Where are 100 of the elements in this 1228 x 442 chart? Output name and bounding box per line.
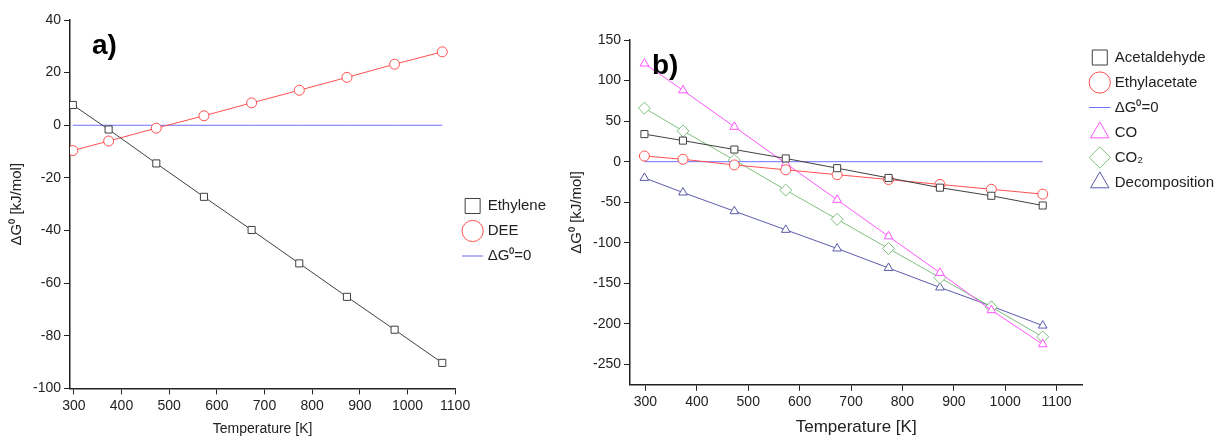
- point: [728, 159, 740, 171]
- y-tick-label: 0: [613, 152, 622, 169]
- point: [639, 58, 650, 67]
- point: [729, 205, 740, 215]
- x-tick-label: 600: [205, 396, 229, 413]
- point: [832, 194, 842, 203]
- point: [1037, 188, 1049, 200]
- point: [986, 304, 997, 314]
- point: [390, 325, 399, 334]
- annotation: b): [652, 48, 679, 80]
- point: [935, 183, 944, 192]
- x-tick-label: 1100: [440, 396, 471, 413]
- point: [781, 154, 790, 163]
- x-tick-label: 1000: [391, 396, 424, 413]
- point: [884, 173, 893, 182]
- y-tick-label: -200: [592, 314, 622, 331]
- x-tick-label: 400: [685, 393, 709, 410]
- point: [935, 267, 945, 276]
- legend-label: Ethylacetate: [1114, 72, 1198, 90]
- point: [779, 183, 793, 197]
- point: [678, 187, 688, 196]
- x-tick-label: 900: [942, 393, 966, 410]
- point: [246, 97, 258, 109]
- y-tick-label: 40: [45, 10, 62, 27]
- point: [677, 153, 689, 165]
- x-tick-label: 700: [839, 393, 863, 410]
- point: [295, 259, 304, 268]
- point: [1037, 320, 1048, 329]
- point: [103, 135, 115, 147]
- x-tick-label: 900: [348, 396, 372, 413]
- point: [780, 224, 791, 233]
- point: [198, 110, 210, 122]
- y-tick-label: -80: [40, 326, 62, 343]
- point: [1037, 338, 1048, 348]
- annotation: a): [92, 28, 117, 60]
- x-tick-label: 300: [633, 393, 658, 410]
- point: [389, 58, 401, 70]
- x-tick-label: 500: [157, 396, 182, 413]
- point: [640, 130, 649, 139]
- point: [780, 164, 792, 176]
- y-tick-label: 20: [45, 63, 62, 80]
- point: [341, 71, 353, 83]
- point: [678, 84, 688, 94]
- y-tick-label: 150: [597, 30, 622, 47]
- point: [247, 225, 256, 235]
- point: [638, 150, 650, 162]
- x-tick-label: 1000: [989, 393, 1021, 410]
- legend-label: DEE: [487, 221, 519, 239]
- point: [830, 212, 844, 226]
- point: [676, 124, 690, 138]
- point: [342, 292, 351, 301]
- legend-label: CO: [1114, 122, 1138, 140]
- legend-label: Ethylene: [487, 196, 546, 214]
- point: [639, 172, 650, 181]
- point: [882, 242, 896, 255]
- point: [729, 121, 740, 130]
- y-axis-title: ΔG⁰ [kJ/mol]: [7, 162, 25, 246]
- y-tick-label: -40: [40, 221, 62, 238]
- x-tick-label: 1100: [1041, 393, 1072, 410]
- point: [199, 192, 208, 201]
- y-tick-label: -100: [592, 233, 622, 250]
- point: [150, 122, 162, 134]
- y-tick-label: -250: [592, 355, 622, 372]
- y-tick-label: 100: [597, 71, 622, 88]
- legend-label: CO₂: [1114, 147, 1144, 165]
- y-tick-label: -50: [600, 193, 622, 210]
- x-axis-title: Temperature [K]: [795, 417, 917, 437]
- x-tick-label: 800: [890, 393, 915, 410]
- y-tick-label: -100: [32, 379, 62, 396]
- point: [438, 358, 447, 367]
- y-tick-label: 0: [53, 116, 62, 133]
- legend-label: Acetaldehyde: [1114, 47, 1206, 65]
- x-tick-label: 600: [787, 393, 812, 410]
- point: [987, 191, 996, 200]
- point: [678, 136, 687, 145]
- point: [152, 159, 161, 168]
- x-tick-label: 300: [62, 396, 86, 413]
- point: [1038, 201, 1047, 210]
- y-tick-label: -60: [40, 274, 62, 290]
- point: [293, 84, 305, 96]
- y-tick-label: -20: [40, 168, 62, 185]
- legend-label: ΔG⁰=0: [1114, 97, 1159, 115]
- point: [832, 243, 842, 252]
- x-tick-label: 700: [252, 396, 277, 413]
- x-tick-label: 800: [300, 396, 325, 413]
- x-tick-label: 400: [109, 396, 134, 413]
- point: [104, 125, 113, 134]
- y-axis-title: ΔG⁰ [kJ/mol]: [567, 171, 585, 254]
- legend-label: ΔG⁰=0: [487, 246, 532, 264]
- point: [637, 101, 651, 115]
- x-axis-title: Temperature [K]: [212, 420, 313, 437]
- y-tick-label: -150: [592, 274, 622, 291]
- point: [883, 230, 894, 240]
- y-tick-label: 50: [605, 111, 622, 128]
- point: [833, 164, 842, 173]
- point: [730, 145, 739, 154]
- point: [436, 46, 448, 58]
- point: [883, 262, 894, 271]
- x-tick-label: 500: [736, 393, 761, 410]
- legend-label: Decomposition: [1114, 172, 1214, 190]
